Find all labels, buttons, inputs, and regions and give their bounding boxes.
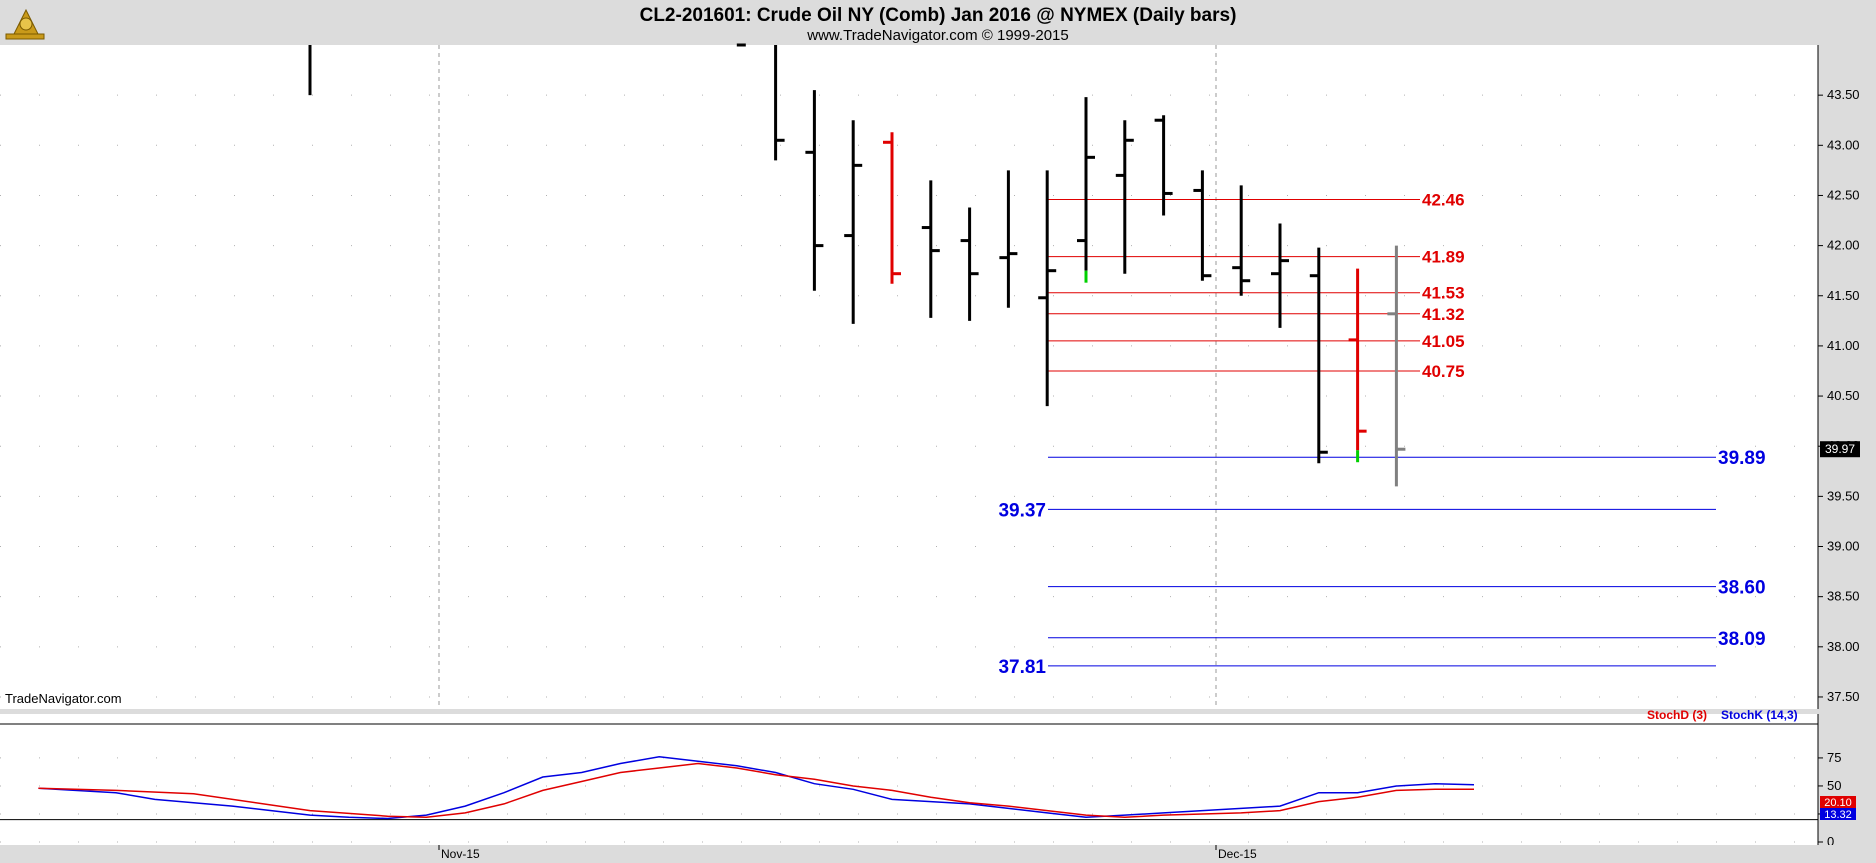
ohlc-bar [921, 180, 940, 318]
watermark: TradeNavigator.com [5, 691, 122, 706]
x-tick-label: Nov-15 [441, 847, 480, 861]
ohlc-bar [1271, 223, 1289, 328]
price-tick-label: 43.50 [1827, 87, 1860, 102]
ohlc-bar [1115, 120, 1134, 274]
ohlc-bar [999, 170, 1018, 308]
stoch-lines [38, 756, 1475, 820]
price-tick-label: 38.50 [1827, 589, 1860, 604]
stoch-series-line [38, 762, 1474, 819]
x-axis-background [0, 845, 1876, 863]
price-tick-label: 39.00 [1827, 539, 1860, 554]
stoch-panel [0, 714, 1818, 845]
ohlc-bar [844, 120, 863, 324]
resistance-label: 41.89 [1422, 248, 1465, 267]
ohlc-bar [1348, 268, 1367, 451]
ohlc-bar [1154, 115, 1173, 216]
stoch-tick-label: 75 [1827, 750, 1841, 765]
price-tick-label: 40.50 [1827, 388, 1860, 403]
header-background [0, 0, 1876, 45]
ohlc-bar [1077, 97, 1095, 271]
ohlc-bar [960, 207, 979, 321]
resistance-label: 42.46 [1422, 190, 1465, 209]
ohlc-bar [1309, 247, 1328, 464]
legend-stochd: StochD (3) [1647, 708, 1707, 722]
ohlc-bar [805, 90, 824, 291]
price-tick-label: 38.00 [1827, 639, 1860, 654]
last-price-tag: 39.97 [1820, 441, 1860, 458]
price-tick-label: 41.00 [1827, 338, 1860, 353]
legend-stochk: StochK (14,3) [1721, 708, 1798, 722]
stoch-tick-label: 0 [1827, 834, 1834, 849]
stochk-readout: 13.32 [1824, 809, 1852, 821]
support-label: 39.37 [998, 500, 1046, 521]
support-label: 38.09 [1718, 629, 1766, 650]
price-panel [0, 45, 1818, 709]
app-logo-icon [5, 8, 45, 40]
ohlc-bar [774, 45, 785, 161]
price-tick-label: 41.50 [1827, 288, 1860, 303]
ohlc-bar [1193, 170, 1212, 281]
chart-subtitle: www.TradeNavigator.com © 1999-2015 [806, 27, 1068, 44]
ohlc-bar [1387, 245, 1406, 487]
price-tick-label: 37.50 [1827, 689, 1860, 704]
price-y-ticks: 43.5043.0042.5042.0041.5041.0040.5040.00… [1818, 87, 1860, 704]
ohlc-bar [1232, 185, 1251, 296]
ohlc-bar [1038, 170, 1057, 407]
price-bars [308, 43, 1406, 487]
resistance-label: 41.32 [1422, 305, 1465, 324]
stochd-readout: 20.10 [1824, 797, 1852, 809]
price-tick-label: 43.00 [1827, 137, 1860, 152]
support-label: 38.60 [1718, 578, 1766, 599]
support-label: 37.81 [998, 657, 1046, 678]
price-tick-label: 42.50 [1827, 187, 1860, 202]
price-tick-label: 42.00 [1827, 238, 1860, 253]
x-axis-ticks: Nov-15 Dec-15 [438, 845, 1257, 861]
stoch-series-line [38, 756, 1475, 820]
ohlc-bar [883, 132, 901, 284]
support-label: 39.89 [1718, 448, 1766, 469]
chart-title: CL2-201601: Crude Oil NY (Comb) Jan 2016… [640, 5, 1237, 26]
panel-separator [0, 709, 1876, 714]
last-price-value: 39.97 [1825, 442, 1855, 456]
price-tick-label: 39.50 [1827, 488, 1860, 503]
stoch-readouts: 20.10 13.32 [1820, 796, 1856, 821]
resistance-label: 40.75 [1422, 362, 1465, 381]
stoch-tick-label: 50 [1827, 778, 1841, 793]
resistance-label: 41.05 [1422, 332, 1465, 351]
x-tick-label: Dec-15 [1218, 847, 1257, 861]
stoch-grid [0, 757, 1818, 843]
resistance-label: 41.53 [1422, 284, 1465, 303]
